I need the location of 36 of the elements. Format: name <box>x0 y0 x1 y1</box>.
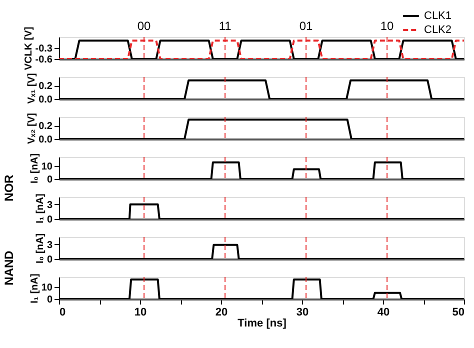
y-tick-label: 0 <box>46 294 53 306</box>
text: NOR <box>2 174 16 202</box>
x-tick-label: 50 <box>452 306 464 318</box>
y-tick-label: 0 <box>46 214 53 226</box>
text: 01 <box>299 19 314 33</box>
y-axis-title: Vₓ₁ [V] <box>26 73 38 104</box>
y-tick-label: 10 <box>41 282 53 294</box>
y-axis-title: VCLK [V] <box>23 26 34 70</box>
y-tick-label: 3 <box>46 200 53 211</box>
x-tick-label: 20 <box>215 306 228 318</box>
legend-label: CLK2 <box>424 24 452 36</box>
x-tick-label: 40 <box>377 306 390 318</box>
y-axis-title: Vₓ₂ [V] <box>26 113 38 144</box>
text: NAND <box>2 250 16 286</box>
text: 10 <box>380 19 394 33</box>
legend-label: CLK1 <box>424 10 452 22</box>
y-tick-label: 10 <box>41 162 53 173</box>
y-tick-label: 0.2 <box>38 81 53 92</box>
y-axis-title: I₁ [nA] <box>29 274 40 304</box>
x-tick-label: 30 <box>296 306 309 318</box>
y-tick-label: 0 <box>46 254 53 266</box>
y-tick-label: 0.0 <box>38 94 53 106</box>
y-tick-label: 0.2 <box>38 121 53 132</box>
x-tick-label: 10 <box>134 306 147 318</box>
y-tick-label: -0.3 <box>35 44 53 54</box>
y-axis-title: I₀ [nA] <box>34 233 46 264</box>
text: 00 <box>137 19 152 33</box>
y-tick-label: 3 <box>46 240 53 251</box>
y-axis-title: I₀ [nA] <box>29 153 40 184</box>
text: 11 <box>218 19 232 33</box>
y-axis-title: I₁ [nA] <box>34 194 46 224</box>
x-axis-title: Time [ns] <box>238 318 287 330</box>
x-tick-label: 0 <box>60 306 66 318</box>
y-tick-label: 0 <box>46 174 53 186</box>
y-tick-label: -0.6 <box>35 54 53 66</box>
y-tick-label: 0.0 <box>38 134 53 146</box>
